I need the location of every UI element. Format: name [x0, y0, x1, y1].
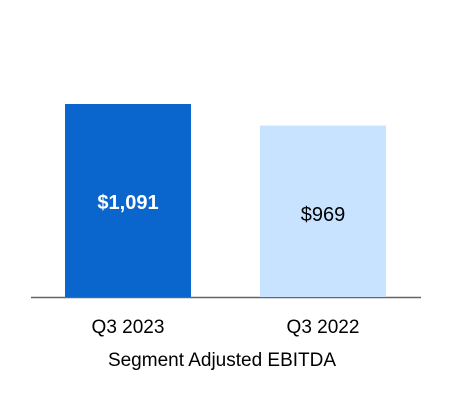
- value-labels-group: $1,091 $969: [97, 192, 345, 226]
- x-tick-label-q3-2022: Q3 2022: [287, 317, 360, 338]
- value-label-q3-2023: $1,091: [97, 192, 158, 214]
- x-tick-labels-group: Q3 2023 Q3 2022: [92, 317, 360, 338]
- x-axis-title: Segment Adjusted EBITDA: [108, 350, 336, 371]
- bars-group: [65, 104, 386, 297]
- value-label-q3-2022: $969: [301, 204, 346, 226]
- bar-q3-2022: [260, 125, 386, 297]
- bar-q3-2023: [65, 104, 191, 297]
- x-tick-label-q3-2023: Q3 2023: [92, 317, 165, 338]
